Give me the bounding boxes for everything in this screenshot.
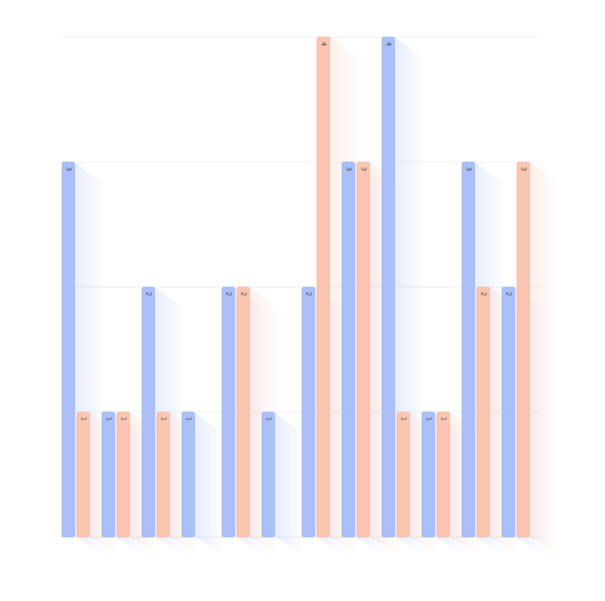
data-label: 3 bbox=[464, 167, 472, 171]
data-label: 4 bbox=[319, 42, 327, 47]
data-label: 2 bbox=[239, 292, 247, 296]
bar-series-1-cat-12 bbox=[501, 286, 515, 538]
bar-series-1-cat-11 bbox=[461, 161, 475, 538]
bar-series-1-cat-3 bbox=[141, 286, 155, 538]
data-label: 2 bbox=[224, 292, 232, 296]
bar-series-1-cat-4 bbox=[181, 411, 195, 538]
data-label: 2 bbox=[144, 292, 152, 296]
data-label: 3 bbox=[359, 167, 367, 171]
data-label: 2 bbox=[479, 292, 487, 296]
bar-shadow bbox=[274, 412, 307, 555]
bar-shadow bbox=[529, 162, 562, 555]
bar-series-2-cat-12 bbox=[516, 161, 530, 538]
bar-series-1-cat-5 bbox=[221, 286, 235, 538]
bar-series-2-cat-3 bbox=[156, 411, 170, 538]
bar-series-2-cat-9 bbox=[396, 411, 410, 538]
data-label: 1 bbox=[104, 417, 112, 421]
data-labels: 3 1 1 1 2 1 1 2 2 1 2 4 3 3 4 1 1 1 3 2 2 3 bbox=[64, 42, 527, 421]
bar-series-2-cat-10 bbox=[436, 411, 450, 538]
bar-series-1-cat-10 bbox=[421, 411, 435, 538]
data-label: 1 bbox=[399, 417, 407, 421]
data-label: 3 bbox=[344, 167, 352, 171]
bar-series-1-cat-2 bbox=[101, 411, 115, 538]
data-label: 1 bbox=[264, 417, 272, 421]
data-label: 1 bbox=[184, 417, 192, 421]
bar-shadow bbox=[194, 412, 227, 555]
data-label: 1 bbox=[159, 417, 167, 421]
data-label: 1 bbox=[424, 417, 432, 421]
bar-series-1-cat-1 bbox=[61, 161, 75, 538]
data-label: 1 bbox=[79, 417, 87, 421]
bars bbox=[61, 36, 530, 538]
bar-series-2-cat-8 bbox=[356, 161, 370, 538]
data-label: 4 bbox=[384, 42, 392, 47]
bar-series-2-cat-1 bbox=[76, 411, 90, 538]
data-label: 3 bbox=[519, 167, 527, 171]
bar-series-2-cat-2 bbox=[116, 411, 130, 538]
bar-series-1-cat-6 bbox=[261, 411, 275, 538]
bar-series-2-cat-7 bbox=[316, 36, 330, 538]
bar-series-1-cat-7 bbox=[301, 286, 315, 538]
bar-series-2-cat-11 bbox=[476, 286, 490, 538]
bar-series-2-cat-5 bbox=[236, 286, 250, 538]
bar-series-1-cat-9 bbox=[381, 36, 395, 538]
data-label: 2 bbox=[504, 292, 512, 296]
data-label: 3 bbox=[64, 167, 72, 171]
data-label: 2 bbox=[304, 292, 312, 296]
data-label: 1 bbox=[439, 417, 447, 421]
data-label: 1 bbox=[119, 417, 127, 421]
bar-series-1-cat-8 bbox=[341, 161, 355, 538]
